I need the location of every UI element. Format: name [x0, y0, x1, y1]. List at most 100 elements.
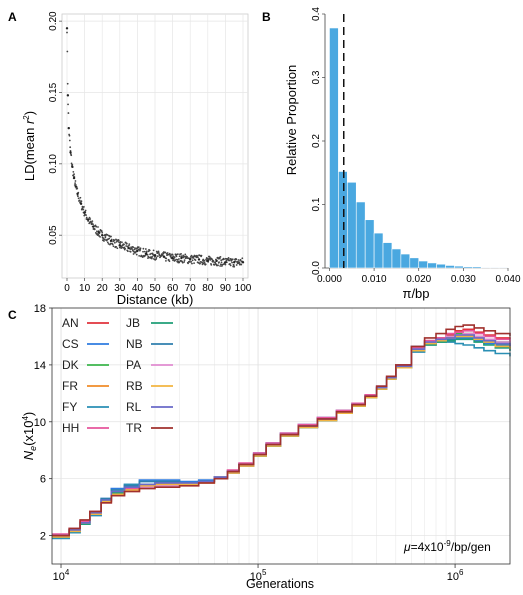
panel-a-data-point: [75, 185, 77, 187]
panel-b-bar: [499, 267, 508, 268]
panel-c-legend-label: TR: [126, 421, 142, 435]
panel-b-x-ticks: 0.000 0.010 0.020 0.030 0.040: [317, 268, 521, 285]
panel-a-x-tick-label: 80: [202, 283, 214, 294]
panel-a-data-point: [69, 140, 71, 142]
panel-a-y-tick-label: 0.15: [48, 82, 59, 102]
panel-a-data-point: [127, 250, 129, 252]
panel-b-bar: [490, 267, 499, 268]
panel-a-data-point: [66, 51, 68, 53]
panel-a-data-point: [213, 260, 215, 262]
panel-a-data-point: [99, 236, 101, 238]
panel-a-data-point: [104, 236, 106, 238]
panel-a-data-point: [116, 247, 118, 249]
panel-c-y-ticks: 26101418: [34, 303, 52, 543]
panel-a-data-point: [172, 254, 174, 256]
panel-a-data-point: [187, 262, 189, 264]
panel-a-data-point: [67, 94, 69, 96]
panel-b-y-tick-label: 0.3: [311, 70, 322, 84]
panel-c-legend: AN CS DK FR FY HH JB NB PA RB RL TR: [62, 316, 173, 435]
panel-a-data-point: [209, 256, 211, 258]
panel-a-data-point: [235, 259, 237, 261]
panel-a-y-axis-label: LD(mean r2): [22, 111, 37, 181]
panel-a-data-point: [113, 245, 115, 247]
panel-a-data-point: [215, 260, 217, 262]
panel-a-data-point: [101, 230, 103, 232]
panel-b-bar: [374, 233, 383, 268]
panel-a-data-point: [221, 261, 223, 263]
panel-a-data-point: [225, 264, 227, 266]
panel-a-data-point: [219, 258, 221, 260]
panel-a-data-point: [240, 259, 242, 261]
panel-a-data-point: [241, 257, 243, 259]
panel-a-data-point: [180, 253, 182, 255]
panel-a-data-point: [178, 258, 180, 260]
panel-a-data-point: [199, 263, 201, 265]
panel-b-bar: [481, 267, 490, 268]
panel-a-data-point: [68, 127, 70, 129]
panel-a-data-point: [177, 253, 179, 255]
panel-a-data-point: [78, 197, 80, 199]
panel-b-label: B: [262, 10, 271, 24]
panel-a-data-point: [118, 240, 120, 242]
panel-a-data-point: [91, 220, 93, 222]
panel-a-data-point: [92, 225, 94, 227]
panel-a-data-point: [69, 151, 71, 153]
panel-a-data-point: [127, 247, 129, 249]
panel-b-y-tick-label: 0.4: [311, 7, 322, 21]
panel-c-legend-label: CS: [62, 337, 79, 351]
panel-a-label: A: [8, 10, 17, 24]
panel-a-data-point: [151, 258, 153, 260]
panel-a-data-point: [83, 206, 85, 208]
panel-a-data-point: [179, 255, 181, 257]
panel-c-legend-label: FY: [62, 400, 77, 414]
panel-a-data-point: [132, 246, 134, 248]
panel-a-data-point: [217, 264, 219, 266]
panel-a-data-point: [87, 218, 89, 220]
panel-a-data-point: [130, 251, 132, 253]
panel-a-data-point: [209, 259, 211, 261]
panel-a-data-point: [165, 260, 167, 262]
panel-a-data-point: [230, 265, 232, 267]
panel-a-data-point: [75, 180, 77, 182]
panel-a-data-point: [190, 261, 192, 263]
panel-a-data-point: [70, 154, 72, 156]
panel-c-y-tick-label: 6: [40, 474, 46, 486]
panel-b: B 0.000 0.010 0.020 0.030 0.040 0.0 0.1 0.2 0.3…: [262, 7, 521, 301]
panel-a-data-point: [171, 257, 173, 259]
panel-a-data-point: [71, 165, 73, 167]
panel-b-bar: [356, 202, 365, 268]
panel-b-bar: [338, 171, 347, 268]
panel-a-data-point: [183, 261, 185, 263]
panel-a-data-point: [192, 259, 194, 261]
panel-a-data-point: [92, 223, 94, 225]
panel-a-data-point: [69, 135, 71, 137]
panel-b-y-tick-label: 0.2: [311, 134, 322, 148]
panel-a-data-point: [142, 251, 144, 253]
panel-a-data-point: [76, 188, 78, 190]
panel-a-data-point: [83, 211, 85, 213]
panel-a-data-point: [128, 243, 130, 245]
panel-c-label: C: [8, 308, 17, 322]
panel-c-legend-label: DK: [62, 358, 79, 372]
panel-a-data-point: [157, 255, 159, 257]
panel-a-data-point: [68, 112, 70, 114]
panel-a-data-point: [197, 257, 199, 259]
panel-b-bar: [347, 182, 356, 268]
panel-c-legend-label: FR: [62, 379, 78, 393]
panel-a-data-point: [138, 246, 140, 248]
panel-b-bar: [392, 249, 401, 268]
panel-a-data-point: [136, 254, 138, 256]
panel-a-data-point: [207, 260, 209, 262]
panel-a-data-point: [121, 241, 123, 243]
panel-a-data-point: [233, 261, 235, 263]
panel-c-y-tick-label: 2: [40, 531, 46, 543]
panel-a-data-point: [79, 197, 81, 199]
panel-a-data-point: [79, 200, 81, 202]
panel-a-data-point: [119, 244, 121, 246]
panel-c-legend-label: JB: [126, 316, 140, 330]
panel-a-data-point: [72, 171, 74, 173]
panel-a-data-point: [69, 146, 71, 148]
panel-a-grid: [62, 14, 248, 278]
panel-a-data-point: [220, 256, 222, 258]
panel-a-data-point: [97, 226, 99, 228]
